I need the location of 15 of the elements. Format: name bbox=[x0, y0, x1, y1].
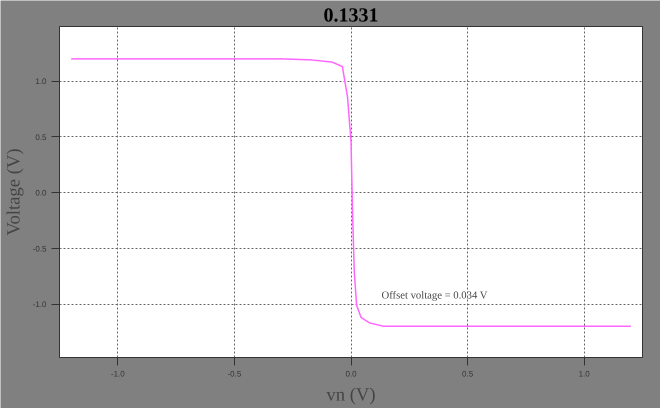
x-tick-label: -0.5 bbox=[228, 370, 242, 378]
y-tick-label: 1.0 bbox=[35, 77, 48, 86]
y-tick-label: 0.0 bbox=[35, 188, 48, 198]
y-tick-label: -0.5 bbox=[32, 244, 48, 254]
line-series bbox=[70, 58, 632, 328]
y-tick-label: 0.5 bbox=[35, 132, 48, 142]
x-axis-title: vn (V) bbox=[326, 384, 376, 406]
x-tick-label: 0.0 bbox=[345, 370, 358, 378]
annotation: Offset voltage = 0.034 V bbox=[382, 290, 488, 302]
chart-title: 0.1331 bbox=[324, 4, 378, 26]
y-axis-title: Voltage (V) bbox=[4, 148, 25, 236]
y-tick-label: -1.0 bbox=[32, 300, 48, 310]
x-tick-label: -1.0 bbox=[110, 370, 126, 378]
x-tick-label: 0.5 bbox=[462, 370, 474, 378]
x-tick-label: 1.0 bbox=[578, 370, 590, 378]
